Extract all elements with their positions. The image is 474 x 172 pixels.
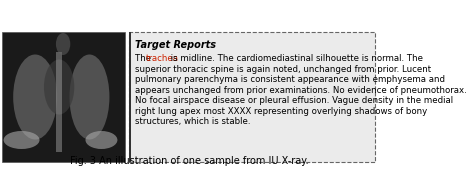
Bar (1, 32, 126, 162)
Text: Target Reports: Target Reports (135, 40, 216, 50)
Bar (129, 32, 375, 162)
Bar (129, 32, 131, 162)
Text: trachea: trachea (146, 54, 178, 63)
Text: No focal airspace disease or pleural effusion. Vague density in the medial: No focal airspace disease or pleural eff… (135, 96, 453, 105)
Text: superior thoracic spine is again noted, unchanged from prior. Lucent: superior thoracic spine is again noted, … (135, 64, 431, 73)
Text: Fig. 3 An illustration of one sample from IU X-ray.: Fig. 3 An illustration of one sample fro… (70, 156, 309, 166)
Ellipse shape (56, 33, 70, 55)
Text: is midline. The cardiomediastinal silhouette is normal. The: is midline. The cardiomediastinal silhou… (168, 54, 423, 63)
Text: appears unchanged from prior examinations. No evidence of pneumothorax.: appears unchanged from prior examination… (135, 85, 467, 94)
Ellipse shape (4, 131, 39, 149)
Ellipse shape (85, 131, 118, 149)
Bar (56, 52, 62, 152)
Text: pulmonary parenchyma is consistent appearance with emphysema and: pulmonary parenchyma is consistent appea… (135, 75, 445, 84)
Ellipse shape (70, 55, 109, 139)
Ellipse shape (44, 60, 74, 115)
Text: structures, which is stable.: structures, which is stable. (135, 117, 250, 126)
Ellipse shape (13, 55, 57, 139)
Text: The: The (135, 54, 154, 63)
Text: right lung apex most XXXX representing overlying shadows of bony: right lung apex most XXXX representing o… (135, 106, 427, 116)
